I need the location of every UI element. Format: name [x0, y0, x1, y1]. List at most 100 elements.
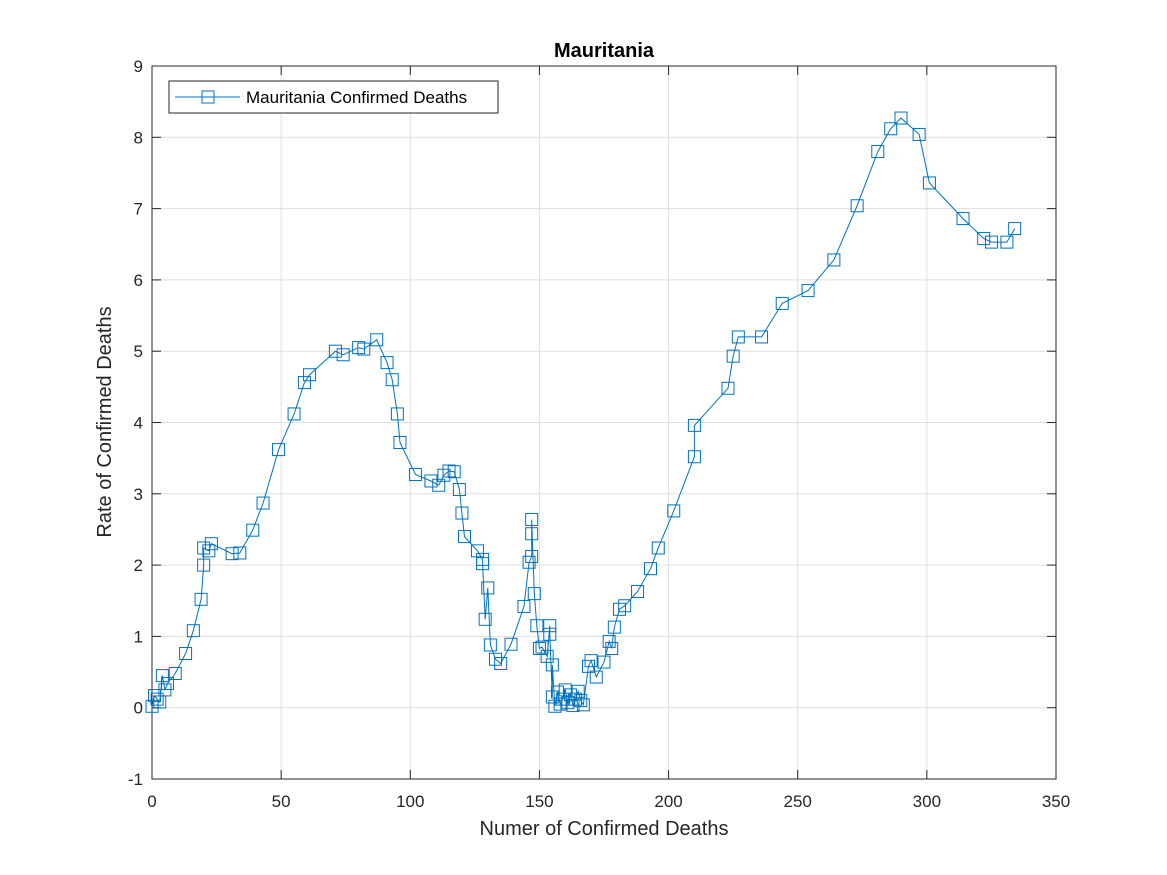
data-point — [651, 541, 665, 555]
data-point — [393, 435, 407, 449]
axes-box — [151, 65, 1057, 780]
data-point — [179, 647, 193, 661]
data-point — [850, 199, 864, 213]
data-point — [984, 235, 998, 249]
data-point — [476, 557, 490, 571]
data-point — [574, 694, 588, 708]
data-point — [246, 523, 260, 537]
y-tick-label: 6 — [134, 271, 143, 290]
x-tick-label: 150 — [525, 792, 553, 811]
data-point — [233, 546, 247, 560]
chart-title: Mauritania — [554, 40, 655, 62]
data-point — [871, 145, 885, 159]
data-point — [884, 122, 898, 136]
x-axis-label: Numer of Confirmed Deaths — [480, 818, 729, 840]
data-point — [380, 356, 394, 370]
x-tick-label: 300 — [913, 792, 941, 811]
x-tick-label: 100 — [396, 792, 424, 811]
data-point — [977, 232, 991, 246]
x-tick-label: 50 — [272, 792, 291, 811]
data-point — [437, 468, 451, 482]
data-point — [517, 599, 531, 613]
y-tick-label: -1 — [128, 770, 143, 789]
x-tick-label: 250 — [784, 792, 812, 811]
data-point — [1008, 222, 1022, 236]
data-point — [186, 624, 200, 638]
data-point — [225, 547, 239, 561]
data-point — [272, 443, 286, 457]
legend: Mauritania Confirmed Deaths — [168, 80, 499, 114]
data-point — [287, 407, 301, 421]
data-point — [540, 649, 554, 663]
data-point — [357, 342, 371, 356]
data-point — [545, 658, 559, 672]
data-point — [168, 666, 182, 680]
data-point — [535, 640, 549, 654]
data-point — [256, 496, 270, 510]
data-point — [478, 612, 492, 626]
data-point — [731, 330, 745, 344]
data-point — [160, 676, 174, 690]
data-point — [494, 656, 508, 670]
data-point — [801, 284, 815, 298]
y-tick-label: 5 — [134, 342, 143, 361]
data-point — [956, 212, 970, 226]
data-point — [755, 330, 769, 344]
data-point — [827, 253, 841, 267]
data-point — [145, 699, 159, 713]
data-point — [912, 127, 926, 141]
data-point — [597, 655, 611, 669]
data-point — [548, 699, 562, 713]
x-tick-label: 200 — [654, 792, 682, 811]
data-point — [561, 696, 575, 710]
y-tick-label: 3 — [134, 485, 143, 504]
data-point — [558, 683, 572, 697]
legend-label: Mauritania Confirmed Deaths — [246, 88, 467, 107]
data-point — [589, 670, 603, 684]
data-point — [687, 450, 701, 464]
data-point — [631, 584, 645, 598]
data-point — [424, 474, 438, 488]
data-point — [922, 176, 936, 190]
y-tick-label: 7 — [134, 200, 143, 219]
data-point — [197, 558, 211, 572]
y-tick-label: 2 — [134, 556, 143, 575]
data-point — [775, 296, 789, 310]
data-point — [607, 620, 621, 634]
y-tick-label: 1 — [134, 627, 143, 646]
series-line — [151, 117, 1016, 708]
data-point — [352, 341, 366, 355]
data-point — [442, 464, 456, 478]
data-point — [894, 111, 908, 125]
y-axis-label: Rate of Confirmed Deaths — [94, 306, 116, 537]
data-point — [721, 381, 735, 395]
data-point — [385, 373, 399, 387]
data-point — [194, 592, 208, 606]
data-point — [643, 562, 657, 576]
data-point — [584, 654, 598, 668]
data-point — [336, 348, 350, 362]
data-point — [543, 619, 557, 633]
data-point — [504, 637, 518, 651]
data-point — [618, 599, 632, 613]
data-point — [408, 468, 422, 482]
x-tick-label: 350 — [1042, 792, 1070, 811]
data-point — [481, 581, 495, 595]
data-point — [571, 684, 585, 698]
data-point — [602, 634, 616, 648]
data-point — [197, 541, 211, 555]
data-point — [489, 652, 503, 666]
legend-marker — [201, 90, 215, 104]
data-point — [667, 504, 681, 518]
y-tick-label: 8 — [134, 128, 143, 147]
data-point — [458, 530, 472, 544]
data-point — [447, 465, 461, 479]
data-point — [1000, 235, 1014, 249]
y-tick-label: 0 — [134, 699, 143, 718]
data-point — [432, 478, 446, 492]
data-point — [576, 698, 590, 712]
y-tick-label: 4 — [134, 414, 143, 433]
data-point — [204, 537, 218, 551]
